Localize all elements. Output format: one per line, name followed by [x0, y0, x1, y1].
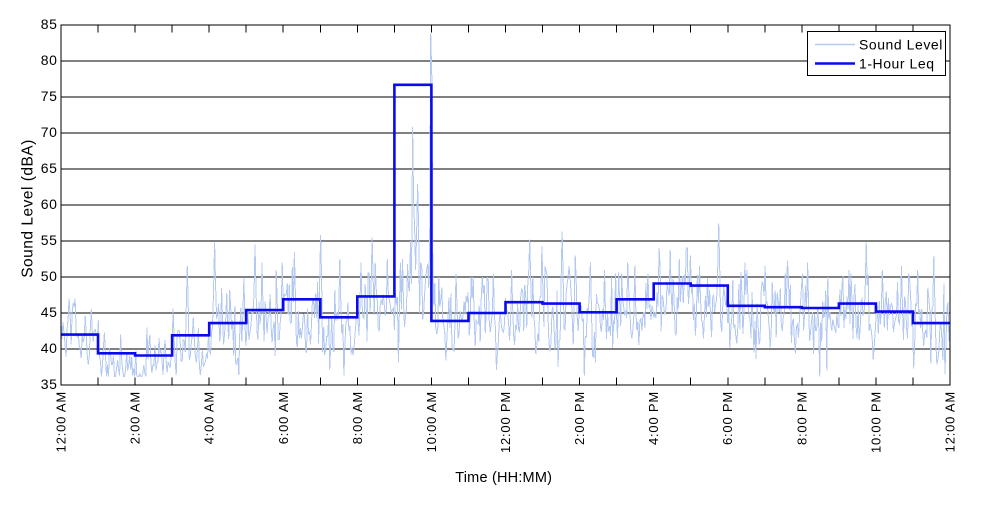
svg-text:10:00 PM: 10:00 PM [868, 391, 883, 453]
svg-text:6:00 PM: 6:00 PM [720, 391, 735, 445]
svg-text:2:00 AM: 2:00 AM [128, 391, 143, 444]
svg-text:55: 55 [41, 232, 58, 248]
svg-text:12:00 PM: 12:00 PM [498, 391, 513, 453]
svg-text:85: 85 [41, 16, 58, 32]
svg-text:75: 75 [41, 88, 58, 104]
svg-text:45: 45 [41, 304, 58, 320]
svg-text:40: 40 [41, 340, 58, 356]
svg-text:60: 60 [41, 196, 58, 212]
svg-text:80: 80 [41, 52, 58, 68]
svg-text:8:00 PM: 8:00 PM [794, 391, 809, 445]
svg-text:10:00 AM: 10:00 AM [424, 391, 439, 452]
svg-text:Time (HH:MM): Time (HH:MM) [455, 470, 552, 486]
svg-text:12:00 AM: 12:00 AM [54, 391, 69, 452]
svg-text:12:00 AM: 12:00 AM [943, 391, 958, 452]
svg-text:2:00 PM: 2:00 PM [572, 391, 587, 445]
svg-text:50: 50 [41, 268, 58, 284]
svg-text:4:00 PM: 4:00 PM [646, 391, 661, 445]
svg-text:8:00 AM: 8:00 AM [350, 391, 365, 444]
svg-text:70: 70 [41, 124, 58, 140]
svg-text:4:00 AM: 4:00 AM [202, 391, 217, 444]
svg-text:1-Hour Leq: 1-Hour Leq [859, 55, 935, 71]
svg-text:Sound Level: Sound Level [859, 37, 943, 53]
svg-text:Sound Level (dBA): Sound Level (dBA) [20, 139, 37, 278]
svg-text:35: 35 [41, 376, 58, 392]
svg-text:6:00 AM: 6:00 AM [276, 391, 291, 444]
svg-text:65: 65 [41, 160, 58, 176]
